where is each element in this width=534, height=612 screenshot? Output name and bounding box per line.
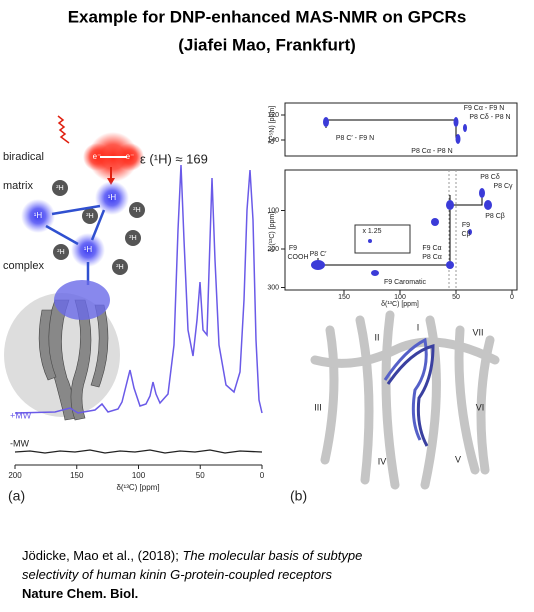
trace-label: -MW [10, 438, 29, 448]
panel-label: (b) [290, 488, 307, 504]
x-tick-label: 100 [394, 294, 406, 301]
annotation: P8 Cδ [480, 174, 500, 181]
panel-label: (a) [8, 488, 25, 504]
paper-title: The molecular basis of subtype [182, 548, 363, 563]
x-axis-label: δ(¹³C) [ppm] [381, 301, 419, 308]
journal: Nature Chem. Biol. [22, 586, 139, 601]
electron: e⁻ [126, 152, 135, 161]
isotope-label: ²H [57, 249, 64, 256]
ligand [54, 280, 110, 320]
y-tick-label: 140 [267, 137, 279, 144]
label: biradical [3, 151, 44, 163]
x-tick-label: 0 [260, 471, 265, 480]
helix-label: VII [472, 327, 483, 337]
y-tick-label: 200 [267, 246, 279, 253]
x-tick-label: 50 [196, 471, 205, 480]
glow [116, 143, 144, 171]
spectrum-off [14, 449, 263, 454]
annotation: F9 Caromatic [384, 279, 427, 286]
helix-label: V [455, 454, 461, 464]
enhancement: ε (¹H) ≈ 169 [140, 151, 208, 166]
paper-title: selectivity of human kinin G-protein-cou… [22, 567, 332, 582]
protein [38, 299, 109, 421]
isotope-label: ²H [116, 264, 123, 271]
spectrum-on [14, 164, 263, 414]
isotope-label: ¹H [34, 211, 43, 220]
x-tick-label: 100 [132, 471, 146, 480]
annotation: F9 [462, 222, 470, 229]
subtitle: (Jiafei Mao, Frankfurt) [178, 35, 356, 54]
annotation: F9 Cα - F9 N [464, 105, 505, 112]
nc-frame [284, 102, 518, 157]
peaks [323, 117, 467, 144]
helix-label: II [374, 332, 379, 342]
isotope-label: ¹H [84, 245, 93, 254]
annotation: P8 Cα - P8 N [411, 148, 452, 155]
annotation: P8 Cβ [485, 213, 505, 220]
citation-line: Jödicke, Mao et al., (2018); The molecul… [22, 548, 362, 563]
x-tick-label: 200 [8, 471, 22, 480]
annotation: P8 Cδ - P8 N [469, 114, 510, 121]
x-tick-label: 50 [452, 294, 460, 301]
peptide [383, 337, 435, 447]
figure: Example for DNP-enhanced MAS-NMR on GPCR… [3, 7, 518, 504]
x-tick-label: 150 [70, 471, 84, 480]
isotope-label: ²H [129, 235, 136, 242]
helix-label: IV [378, 456, 387, 466]
x-axis-label: δ(¹³C) [ppm] [116, 483, 159, 492]
annotation: Cβ [461, 231, 470, 238]
electron: e⁻ [93, 152, 102, 161]
y-axis-label: δ(¹⁵N) [ppm] [269, 106, 276, 144]
proton [71, 233, 105, 267]
deuterium-spheres [52, 180, 145, 275]
title: Example for DNP-enhanced MAS-NMR on GPCR… [68, 7, 467, 26]
helix-label: III [314, 402, 322, 412]
isotope-label: ¹H [108, 193, 117, 202]
proton [21, 199, 55, 233]
label: complex [3, 260, 44, 272]
annotation: P8 Cα [422, 254, 442, 261]
citation-line: selectivity of human kinin G-protein-cou… [22, 567, 332, 582]
y-tick-label: 100 [267, 207, 279, 214]
connect [317, 192, 483, 266]
proton [95, 181, 129, 215]
authors: Jödicke, Mao et al., (2018); [22, 548, 179, 563]
annotation: P8 Cγ [493, 183, 513, 190]
helix-label: VI [476, 402, 485, 412]
trace-label: +MW [10, 410, 32, 420]
receptor-structure [310, 310, 500, 490]
inset-label: x 1.25 [362, 228, 381, 235]
isotope-label: ²H [56, 185, 63, 192]
isotope-label: ²H [86, 213, 93, 220]
glow [83, 143, 111, 171]
cc-frame [284, 169, 518, 291]
label: matrix [3, 180, 33, 192]
microwave [57, 115, 70, 144]
peaks [311, 188, 492, 276]
annotation: F9 [289, 245, 297, 252]
isotope-label: ²H [133, 207, 140, 214]
x-tick-label: 150 [338, 294, 350, 301]
x-tick-label: 0 [510, 294, 514, 301]
transfer-arrows [45, 204, 106, 285]
y-tick-label: 120 [267, 112, 279, 119]
annotation: P8 C′ - F9 N [336, 135, 374, 142]
y-tick-label: 300 [267, 284, 279, 291]
annotation: P8 C′ [310, 251, 328, 258]
y-axis-label: δ₂(¹³C) [ppm] [269, 212, 276, 253]
annotation: F9 Cα [422, 245, 441, 252]
annotation: COOH [288, 254, 309, 261]
inset [354, 224, 411, 254]
helix-label: I [417, 322, 420, 332]
